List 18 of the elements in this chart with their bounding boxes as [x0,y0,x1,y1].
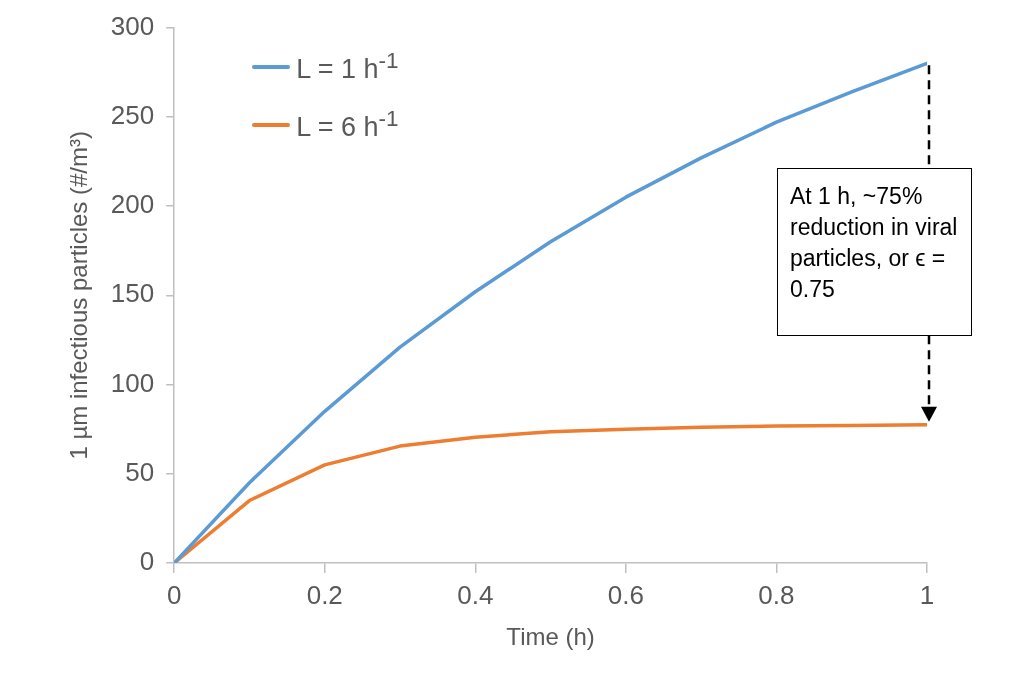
y-tick-label: 0 [139,546,155,577]
y-tick-label: 100 [110,367,155,398]
x-tick-label: 0.4 [457,579,494,610]
y-tick-label: 200 [110,189,155,220]
y-tick-label: 150 [110,278,155,309]
x-tick-label: 0 [166,579,182,610]
annotation: At 1 h, ~75% reduction in viral particles, or ϵ = 0.75 [777,168,972,337]
x-axis-title: Time (h) [506,623,595,651]
legend-label: L = 6 h$^{-1}$ [296,106,399,144]
legend-label: L = 1 h$^{-1}$ [296,48,399,86]
x-tick-label: 0.2 [306,579,343,610]
y-tick-label: 300 [110,10,155,41]
x-tick-label: 0.6 [607,579,644,610]
x-tick-label: 1 [919,579,935,610]
y-axis-title: 1 µm infectious particles (#/m³) [65,131,93,460]
x-tick-label: 0.8 [758,579,795,610]
y-tick-label: 250 [110,100,155,131]
y-tick-label: 50 [125,456,155,487]
